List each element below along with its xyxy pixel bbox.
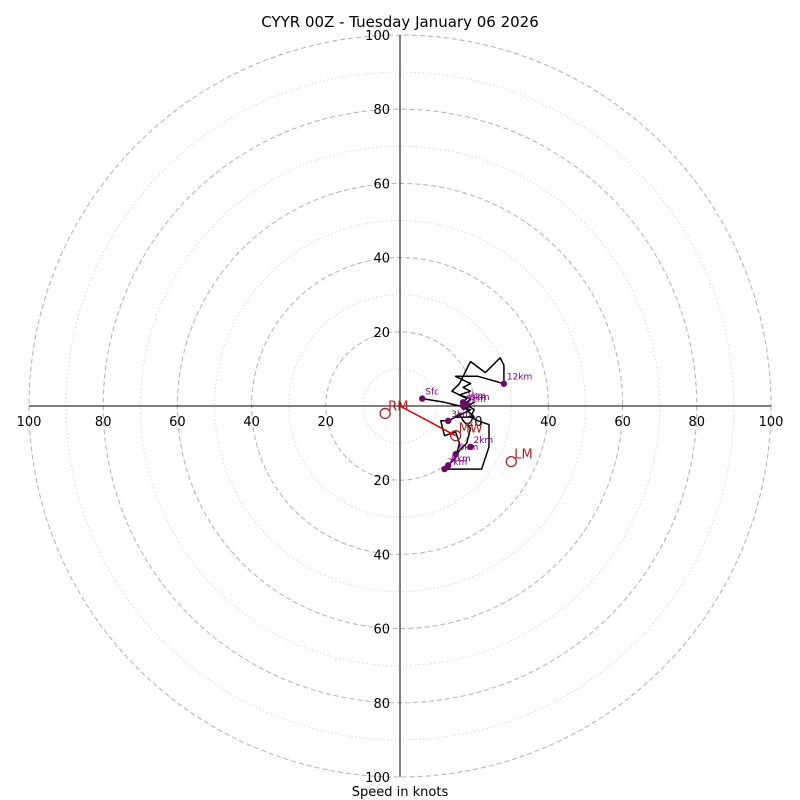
speed-tick-labels: 20 20 20 20 40 40 40 40 60 60 60 60 80 80 80 80 100 100 10… [17,29,784,786]
height-marker-Sfc [419,395,426,402]
tick-label-south-20: 20 [373,474,390,489]
tick-label-north-100: 100 [365,29,390,44]
tick-label-east-80: 80 [689,415,706,430]
tick-label-south-40: 40 [373,548,390,563]
height-marker-7km [441,465,448,473]
height-label-7km: 7km [448,458,468,468]
height-marker-2km [467,443,474,451]
x-axis-label: Speed in knots [352,785,449,800]
height-label-3km: 3km [451,410,471,420]
storm-motion-label-RM: RM [388,399,408,414]
tick-label-west-20: 20 [318,415,335,430]
tick-label-south-80: 80 [373,697,390,712]
tick-label-east-40: 40 [540,415,557,430]
storm-motion-marker-RM [379,407,391,420]
storm-motion-label-LM: LM [514,448,532,463]
tick-label-north-20: 20 [373,326,390,341]
height-label-2km: 2km [473,436,493,446]
height-label-6km: 6km [470,393,490,403]
tick-label-east-60: 60 [614,415,631,430]
shear-vector [399,405,457,437]
height-label-6km: 6km [459,443,479,453]
height-label-1km: 1km [466,391,486,401]
tick-label-east-100: 100 [759,415,784,430]
height-label-12km: 12km [507,373,532,383]
height-label-Sfc: Sfc [425,388,439,398]
tick-label-west-80: 80 [95,415,112,430]
height-label-5km: 5km [466,395,486,405]
tick-label-west-40: 40 [243,415,260,430]
tick-label-north-60: 60 [373,177,390,192]
storm-motion-markers: RM LM MW [379,399,533,468]
tick-label-south-100: 100 [365,771,390,786]
tick-label-north-40: 40 [373,252,390,267]
tick-label-north-80: 80 [373,103,390,118]
height-marker-5km [459,402,467,410]
height-marker-3km [445,417,452,425]
storm-motion-marker-LM [505,455,517,468]
height-marker-6km [452,451,459,458]
tick-label-west-60: 60 [169,415,186,430]
tick-label-east-20: 20 [466,415,483,430]
storm-motion-label-MW: MW [459,422,483,437]
tick-label-south-60: 60 [373,623,390,638]
height-label-8km: 8km [451,454,471,464]
chart-title: CYYR 00Z - Tuesday January 06 2026 [261,13,539,31]
height-marker-12km [500,380,508,387]
tick-label-west-100: 100 [17,415,42,430]
storm-motion-marker-MW [449,430,462,442]
